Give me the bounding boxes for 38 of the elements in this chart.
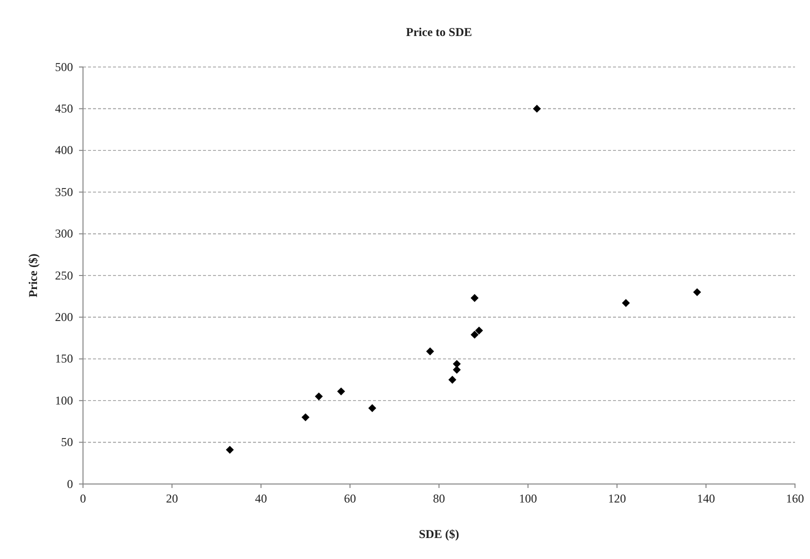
point <box>448 376 456 384</box>
y-tick-label: 150 <box>55 352 73 366</box>
point <box>452 360 461 368</box>
y-tick-label: 450 <box>55 102 73 116</box>
y-tick-label: 200 <box>55 310 73 324</box>
point <box>470 294 479 302</box>
x-tick-label: 140 <box>697 492 715 506</box>
y-tick-label: 250 <box>55 268 73 282</box>
point <box>314 392 323 400</box>
y-tick-label: 50 <box>61 435 73 450</box>
x-tick-label: 40 <box>255 492 267 506</box>
point <box>426 347 434 356</box>
y-axis-title: Price ($) <box>26 254 40 298</box>
x-tick-label: 0 <box>80 492 86 506</box>
y-tick-label: 500 <box>55 60 73 74</box>
point <box>622 299 630 307</box>
point <box>693 288 702 296</box>
x-tick-label: 80 <box>433 492 445 506</box>
y-tick-label: 350 <box>55 184 73 199</box>
x-tick-label: 60 <box>344 492 356 506</box>
point <box>226 446 234 454</box>
y-tick-label: 400 <box>55 143 73 158</box>
x-tick-label: 160 <box>786 492 804 506</box>
x-tick-label: 20 <box>166 492 178 506</box>
point <box>470 330 479 339</box>
point <box>302 413 310 422</box>
x-tick-label: 120 <box>608 492 626 506</box>
point <box>368 404 376 412</box>
point <box>475 326 484 335</box>
y-tick-label: 300 <box>55 226 73 241</box>
point <box>532 104 541 113</box>
y-tick-label: 0 <box>67 476 73 491</box>
point <box>337 387 346 396</box>
x-axis-title: SDE ($) <box>418 527 460 541</box>
y-tick-label: 100 <box>55 393 73 408</box>
chart-title: Price to SDE <box>406 25 472 39</box>
point <box>452 366 461 374</box>
x-tick-label: 100 <box>519 492 537 506</box>
